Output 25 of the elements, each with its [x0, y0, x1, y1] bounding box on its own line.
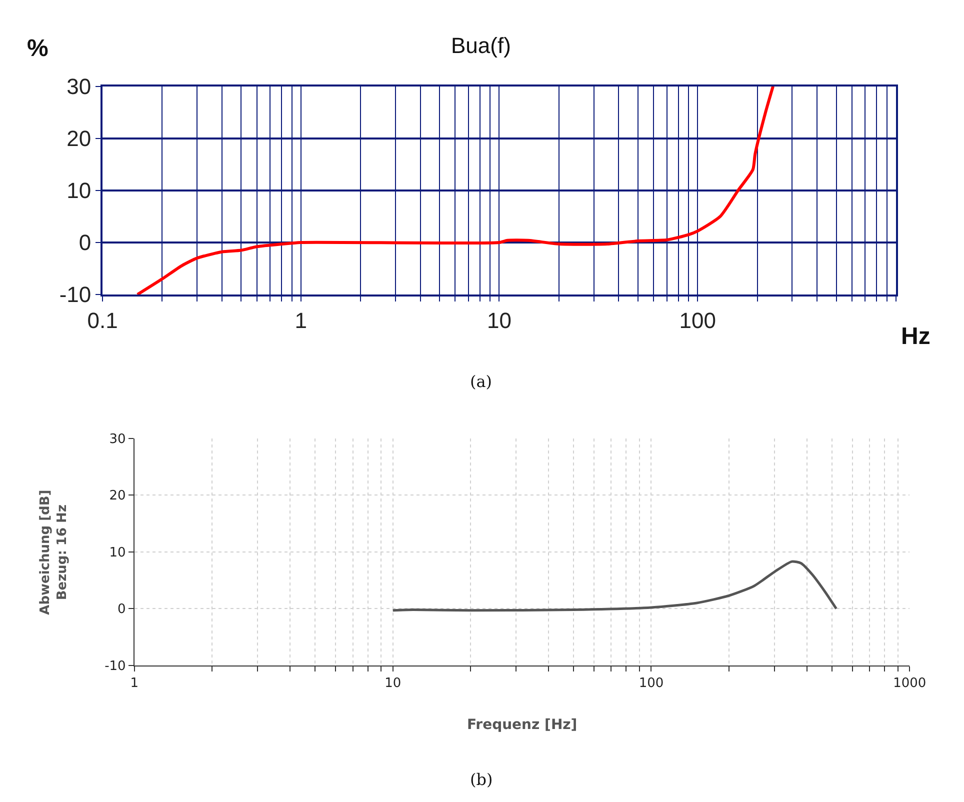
- text: (b): [470, 770, 493, 789]
- y-tick-label: 0: [78, 230, 92, 256]
- x-axis-title: Hz: [901, 323, 930, 350]
- y-tick-label: -10: [59, 282, 92, 308]
- y-tick-label: 10: [109, 545, 126, 560]
- y-tick-label: 0: [118, 602, 126, 618]
- x-tick-label: 1000: [893, 676, 926, 692]
- x-tick-label: 100: [679, 308, 716, 333]
- chart-title: Bua(f): [451, 33, 511, 58]
- y-tick-label: 30: [66, 74, 92, 100]
- x-tick-label: 10: [384, 676, 402, 692]
- y-axis-title: %: [27, 35, 48, 62]
- x-tick-label: 1: [130, 676, 139, 692]
- y-tick-label: 30: [109, 432, 126, 447]
- y-tick-label: -10: [104, 659, 126, 674]
- x-tick-label: 1: [294, 308, 308, 333]
- y-tick-label: 20: [66, 126, 92, 152]
- x-tick-label: 0.1: [87, 308, 118, 333]
- x-tick-label: 100: [638, 676, 664, 692]
- x-axis-title: Frequenz [Hz]: [467, 717, 578, 733]
- y-tick-label: 20: [109, 488, 126, 504]
- text: (a): [470, 372, 492, 391]
- y-tick-label: 10: [66, 178, 92, 204]
- y-axis-title: Abweichung [dB] Bezug: 16 Hz: [38, 490, 70, 615]
- x-tick-label: 10: [487, 308, 512, 333]
